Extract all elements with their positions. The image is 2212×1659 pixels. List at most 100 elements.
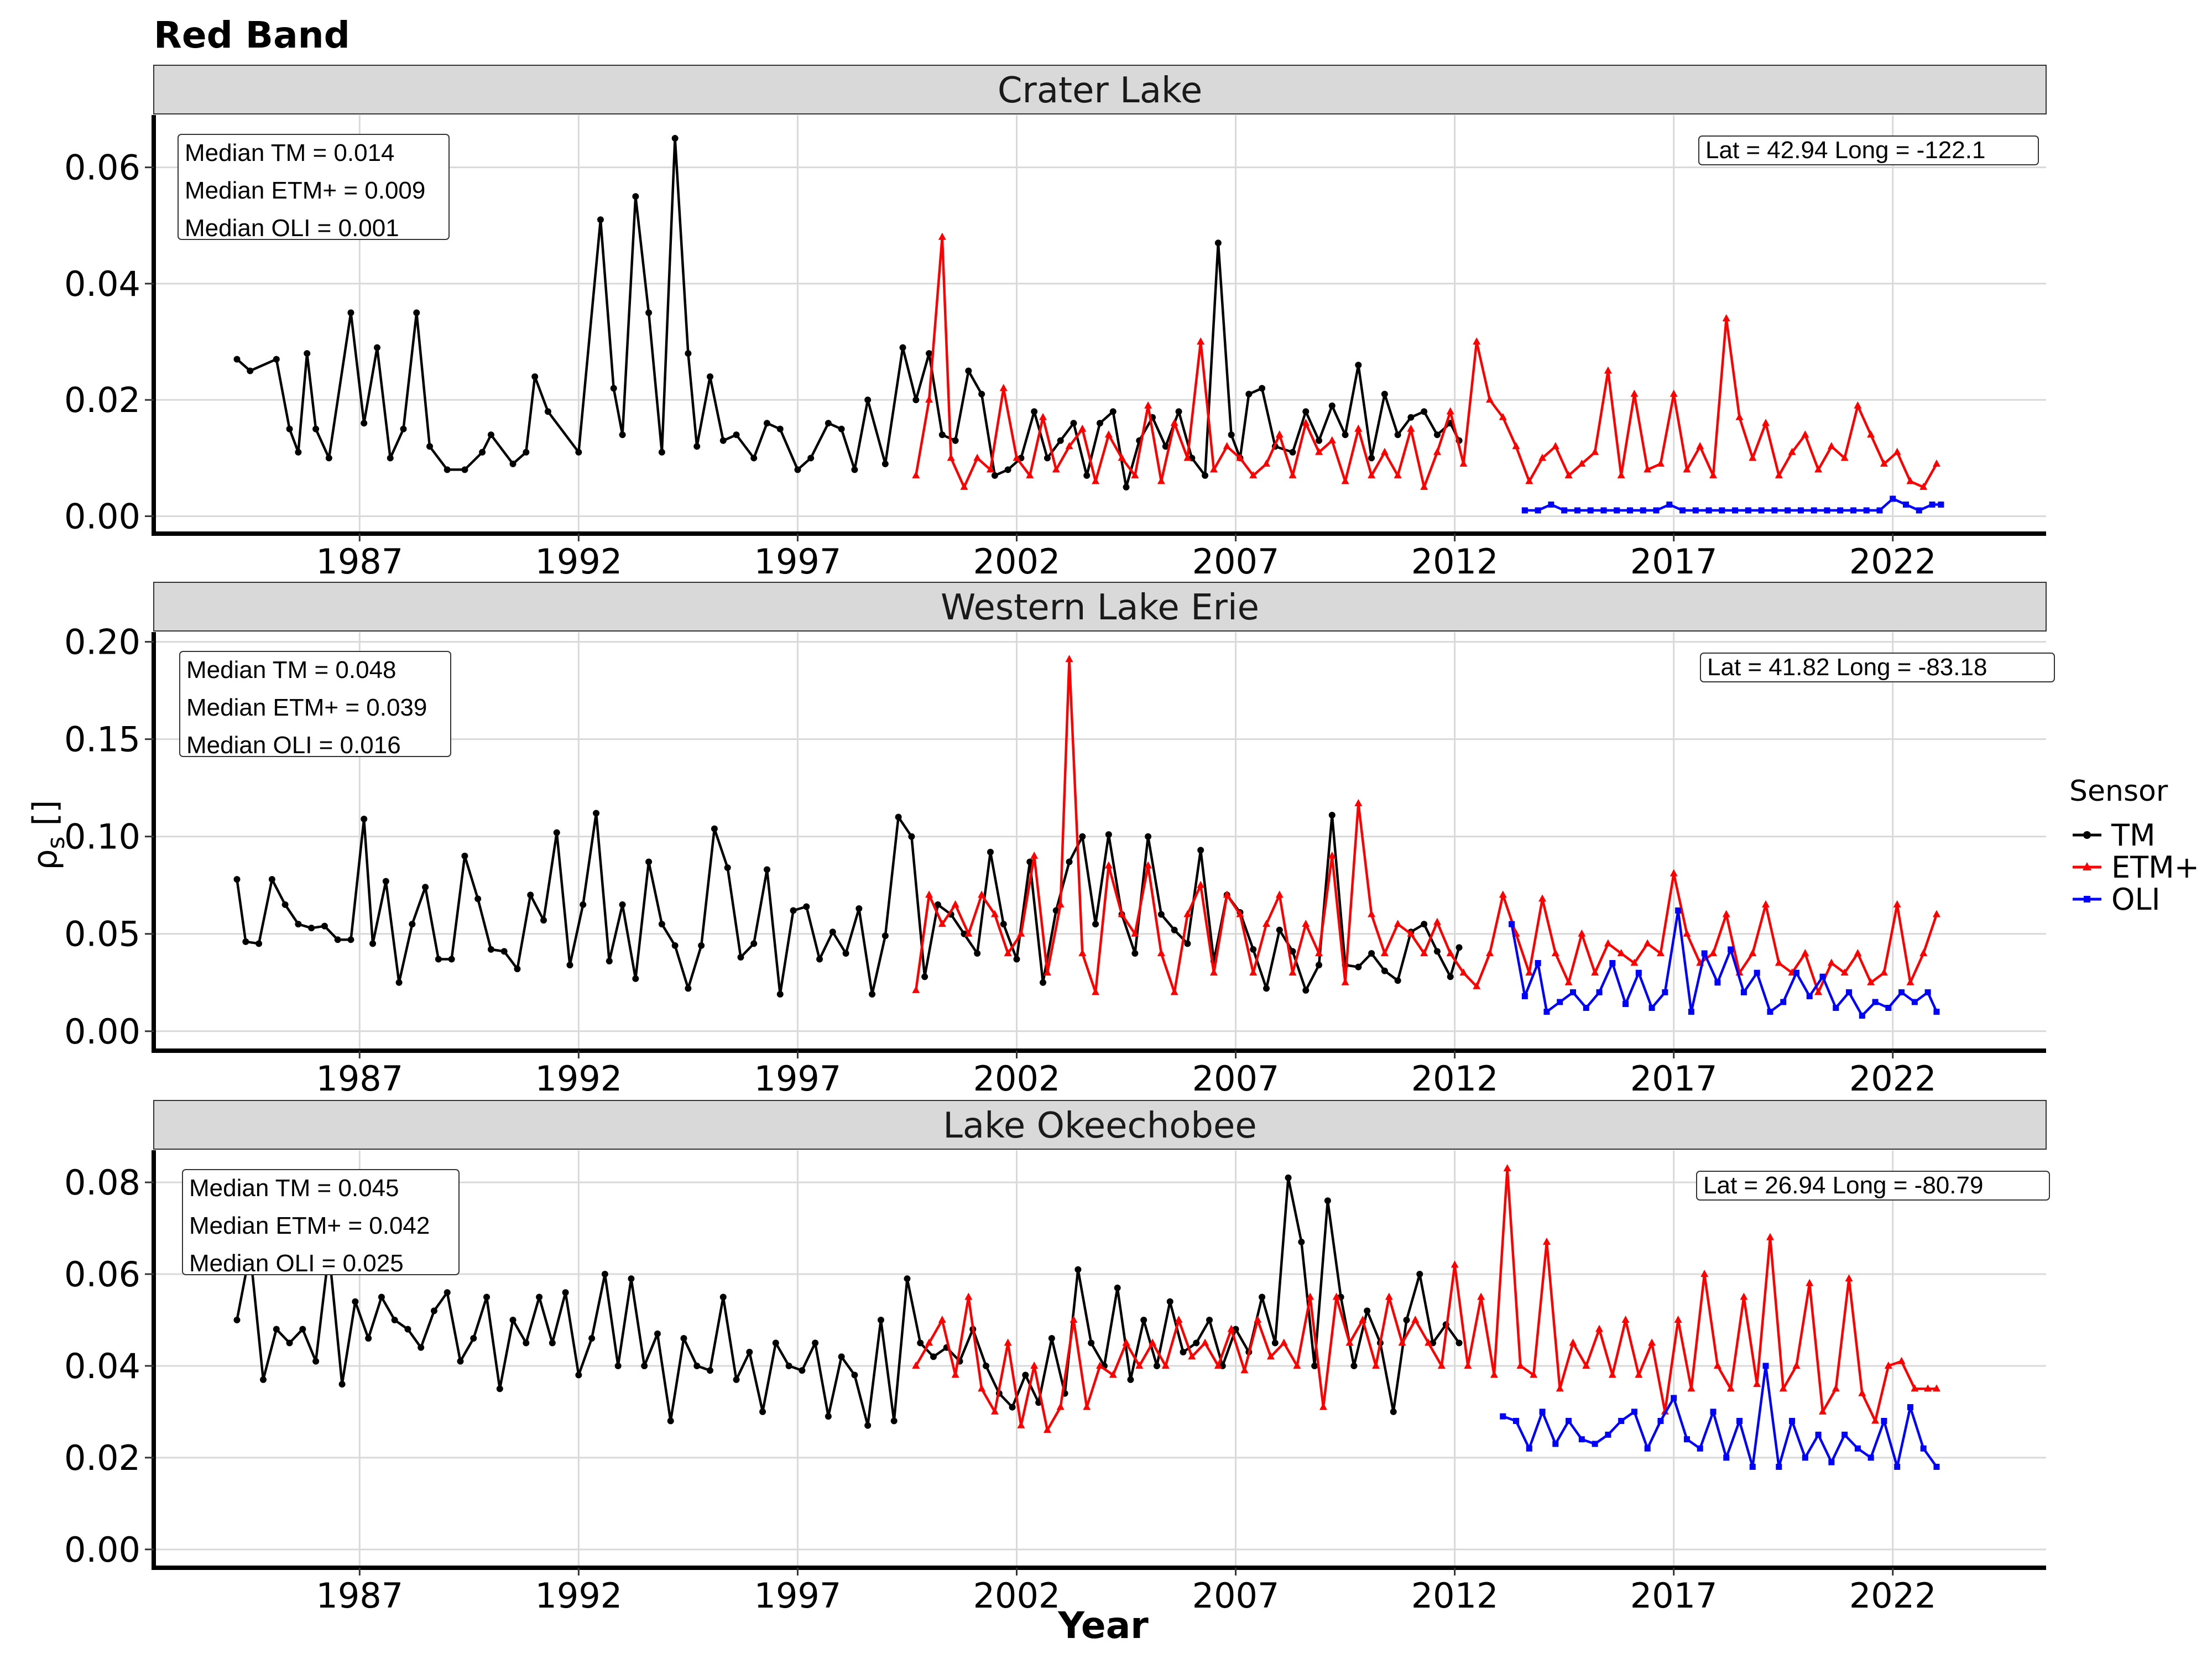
data-point xyxy=(1898,989,1905,995)
data-point xyxy=(1236,910,1244,917)
data-point xyxy=(1289,948,1296,955)
data-point xyxy=(1551,948,1559,956)
data-point xyxy=(641,1362,648,1369)
data-point xyxy=(1509,921,1515,927)
data-point xyxy=(242,938,249,945)
data-point xyxy=(553,829,560,836)
data-point xyxy=(1596,989,1603,995)
data-point xyxy=(1420,948,1428,956)
data-point xyxy=(1749,948,1757,956)
data-point xyxy=(1614,507,1620,514)
data-point xyxy=(619,901,626,908)
data-point xyxy=(864,1422,872,1429)
data-point xyxy=(325,455,332,462)
data-point xyxy=(312,1358,320,1365)
data-point xyxy=(1123,483,1130,491)
median-annotation-line: Median OLI = 0.025 xyxy=(189,1250,404,1277)
data-point xyxy=(1792,1361,1801,1369)
data-point xyxy=(1933,1463,1940,1470)
series-oli xyxy=(1509,907,1940,1019)
data-point xyxy=(1066,858,1073,865)
data-point xyxy=(1785,507,1791,514)
data-point xyxy=(1223,890,1231,898)
data-point xyxy=(1368,910,1376,917)
data-point xyxy=(1591,447,1599,455)
data-point xyxy=(286,425,293,432)
data-point xyxy=(1696,442,1704,450)
data-point xyxy=(1697,1445,1703,1452)
data-point xyxy=(1754,969,1760,976)
data-point xyxy=(1109,408,1117,415)
data-point xyxy=(1145,833,1152,840)
data-point xyxy=(693,1362,701,1369)
data-point xyxy=(1078,948,1087,956)
data-point xyxy=(628,1275,635,1282)
y-tick-label: 0.04 xyxy=(64,264,140,304)
series-line xyxy=(1503,1364,1938,1468)
data-point xyxy=(1398,1338,1406,1346)
data-point xyxy=(1201,1338,1209,1346)
data-point xyxy=(1004,948,1012,956)
data-point xyxy=(1845,1274,1853,1282)
data-point xyxy=(487,431,494,439)
data-point xyxy=(562,1289,569,1296)
data-point xyxy=(667,1417,674,1425)
data-point xyxy=(1083,472,1091,479)
data-point xyxy=(1801,948,1809,956)
data-point xyxy=(1157,477,1165,484)
data-point xyxy=(1372,1361,1380,1369)
data-point xyxy=(1183,910,1192,917)
data-point xyxy=(895,813,902,821)
data-point xyxy=(1302,419,1310,426)
data-point xyxy=(1149,1338,1157,1346)
x-tick-label: 2022 xyxy=(1849,1058,1937,1099)
data-point xyxy=(1197,880,1205,888)
panel-1: Western Lake Erie 1987 1992 1997 2002 2007 201… xyxy=(64,582,2055,1099)
data-point xyxy=(750,455,758,462)
data-point xyxy=(658,448,665,456)
data-point xyxy=(426,443,434,450)
data-point xyxy=(1381,390,1388,398)
data-point xyxy=(1630,389,1639,397)
data-point xyxy=(1013,453,1021,461)
data-point xyxy=(1833,1005,1839,1011)
facet-title: Crater Lake xyxy=(998,70,1202,111)
data-point xyxy=(1850,507,1856,514)
x-tick-label: 2012 xyxy=(1411,1058,1499,1099)
data-point xyxy=(1259,1293,1266,1301)
data-point xyxy=(1827,958,1835,966)
data-point xyxy=(255,940,263,947)
legend-label: TM xyxy=(2111,818,2156,853)
y-tick-label: 0.05 xyxy=(64,914,140,954)
data-point xyxy=(1473,337,1481,345)
data-point xyxy=(987,848,994,855)
data-point xyxy=(1000,921,1007,928)
data-point xyxy=(1621,1315,1630,1323)
y-axis-title-sub: s xyxy=(42,836,70,849)
data-point xyxy=(1670,389,1678,397)
data-point xyxy=(890,1417,898,1425)
data-point xyxy=(1433,917,1441,925)
data-point xyxy=(1403,1316,1410,1323)
data-point xyxy=(1345,1338,1354,1346)
data-point xyxy=(1840,453,1849,461)
data-point xyxy=(1740,989,1747,995)
data-point xyxy=(1775,471,1783,478)
data-point xyxy=(1416,1271,1423,1278)
location-label: Lat = 41.82 Long = -83.18 xyxy=(1707,654,1987,681)
data-point xyxy=(523,448,530,456)
data-point xyxy=(1867,1454,1874,1461)
data-point xyxy=(763,420,770,427)
data-point xyxy=(654,1330,661,1337)
data-point xyxy=(934,901,941,908)
data-point xyxy=(1604,939,1612,947)
data-point xyxy=(1723,1454,1730,1461)
data-point xyxy=(1828,1459,1835,1465)
data-point xyxy=(575,448,582,456)
data-point xyxy=(746,1349,753,1356)
data-point xyxy=(1425,1338,1433,1346)
data-point xyxy=(1096,1361,1104,1369)
data-point xyxy=(1275,430,1284,438)
data-point xyxy=(881,932,889,940)
data-point xyxy=(974,950,981,957)
